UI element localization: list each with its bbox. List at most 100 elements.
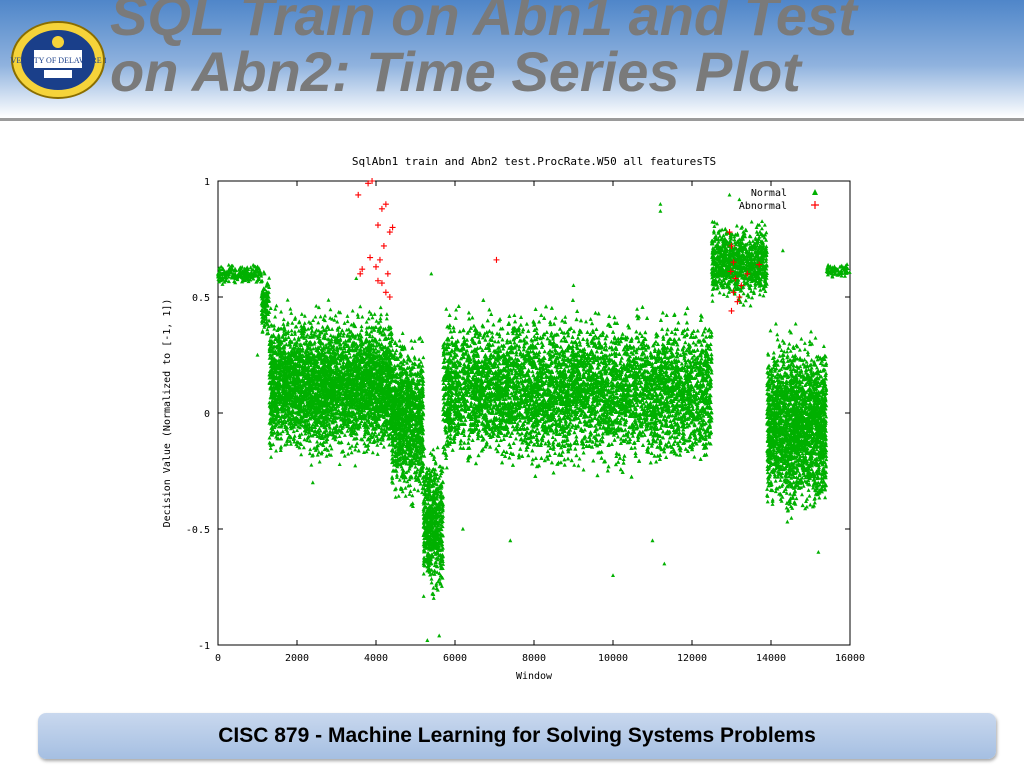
normal-point — [259, 312, 264, 316]
normal-point — [315, 439, 320, 444]
normal-point — [229, 266, 234, 270]
y-tick-label: -0.5 — [186, 525, 210, 536]
normal-point — [269, 454, 274, 459]
slide-title-line-2: on Abn2: Time Series Plot — [110, 44, 857, 100]
header-divider — [0, 118, 1024, 121]
x-tick-label: 16000 — [835, 653, 865, 664]
normal-point — [367, 309, 372, 314]
normal-point — [222, 269, 227, 274]
normal-point — [240, 279, 245, 284]
normal-point — [224, 278, 229, 283]
normal-point — [364, 336, 369, 341]
normal-point — [288, 441, 293, 446]
normal-point — [217, 265, 222, 270]
normal-point — [235, 275, 240, 280]
normal-point — [308, 363, 313, 367]
normal-point — [280, 429, 285, 434]
normal-point — [302, 321, 307, 325]
normal-point — [320, 324, 325, 329]
normal-point — [264, 283, 269, 288]
y-tick-label: 0.5 — [192, 293, 210, 304]
normal-point — [381, 444, 386, 449]
normal-point — [273, 306, 278, 311]
normal-point — [342, 453, 347, 458]
normal-point — [292, 336, 297, 341]
slide-title-line-1: SQL Train on Abn1 and Test — [110, 0, 857, 44]
normal-point — [248, 265, 253, 270]
normal-point — [247, 272, 252, 276]
normal-point — [328, 307, 333, 312]
normal-point — [226, 267, 231, 272]
normal-point — [353, 444, 358, 448]
normal-point — [323, 313, 328, 318]
normal-point — [265, 297, 270, 302]
normal-point — [312, 340, 317, 344]
normal-point — [265, 327, 270, 332]
normal-point — [337, 462, 342, 467]
normal-point — [264, 320, 269, 324]
normal-point — [289, 311, 294, 315]
normal-point — [266, 294, 271, 299]
x-tick-label: 10000 — [598, 653, 628, 664]
normal-point — [377, 380, 382, 385]
normal-point — [276, 332, 281, 337]
normal-point — [222, 279, 227, 284]
normal-point — [384, 316, 389, 321]
normal-point — [299, 312, 304, 316]
normal-point — [251, 262, 256, 267]
normal-point — [244, 277, 249, 281]
normal-point — [231, 274, 236, 279]
x-tick-label: 0 — [215, 653, 221, 664]
normal-point — [249, 274, 254, 279]
x-tick-label: 14000 — [756, 653, 786, 664]
normal-point — [362, 441, 367, 446]
normal-point — [239, 275, 244, 280]
normal-point — [266, 331, 271, 335]
x-tick-label: 8000 — [522, 653, 546, 664]
normal-point — [290, 320, 295, 325]
normal-point — [360, 314, 365, 319]
normal-point — [292, 329, 297, 334]
normal-point — [244, 270, 249, 274]
normal-point — [262, 305, 267, 310]
normal-point — [224, 275, 229, 280]
normal-point — [253, 269, 258, 274]
normal-point — [260, 288, 265, 293]
time-series-scatter-chart: SqlAbn1 train and Abn2 test.ProcRate.W50… — [162, 155, 865, 682]
normal-point — [275, 429, 280, 434]
normal-point — [263, 309, 268, 314]
y-tick-label: 1 — [204, 177, 210, 188]
chart-title: SqlAbn1 train and Abn2 test.ProcRate.W50… — [352, 155, 716, 168]
normal-point — [330, 327, 335, 331]
normal-point — [243, 278, 248, 282]
normal-point — [356, 448, 361, 453]
normal-point — [317, 459, 322, 464]
normal-point — [229, 270, 234, 275]
normal-point — [384, 312, 389, 316]
normal-point — [285, 297, 290, 302]
normal-point — [256, 275, 261, 280]
normal-point — [328, 315, 333, 320]
normal-point — [308, 447, 313, 452]
normal-point — [257, 272, 262, 277]
normal-point — [260, 318, 265, 323]
normal-point — [325, 324, 330, 328]
normal-point — [248, 277, 253, 282]
normal-point — [307, 451, 312, 456]
normal-point — [274, 448, 279, 453]
normal-point — [346, 451, 351, 456]
normal-point — [260, 302, 265, 306]
normal-point — [315, 452, 320, 457]
normal-point — [299, 324, 304, 328]
normal-point — [263, 292, 268, 297]
normal-point — [236, 267, 241, 272]
normal-point — [285, 431, 290, 436]
normal-point — [262, 314, 267, 319]
normal-point — [238, 265, 243, 270]
normal-point — [364, 319, 369, 324]
normal-point — [249, 270, 254, 274]
normal-point — [264, 317, 269, 321]
normal-point — [374, 318, 379, 323]
normal-point — [324, 453, 329, 458]
normal-point — [279, 309, 284, 314]
